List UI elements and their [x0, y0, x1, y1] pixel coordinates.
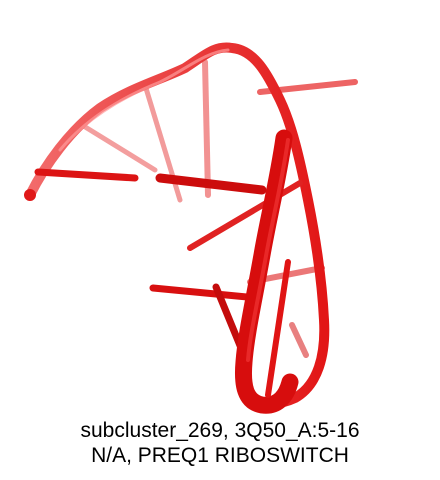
base-stick	[202, 59, 211, 198]
backbone-strand-back	[25, 42, 330, 409]
backbone-front-shade	[246, 138, 290, 362]
base-stick	[149, 284, 262, 302]
base-stick	[155, 173, 267, 195]
strand-end-cap	[24, 189, 36, 201]
backbone-strand-front	[235, 129, 299, 414]
base-stick	[79, 122, 158, 173]
rna-structure-render	[24, 42, 358, 414]
base-stick	[34, 168, 139, 182]
caption-line-identifier: subcluster_269, 3Q50_A:5-16	[80, 419, 360, 442]
figure-caption: subcluster_269, 3Q50_A:5-16 N/A, PREQ1 R…	[0, 418, 440, 468]
base-stick-front	[265, 259, 291, 398]
caption-line-description: N/A, PREQ1 RIBOSWITCH	[91, 444, 349, 467]
backbone-highlight	[58, 48, 230, 152]
base-stick	[289, 322, 309, 358]
